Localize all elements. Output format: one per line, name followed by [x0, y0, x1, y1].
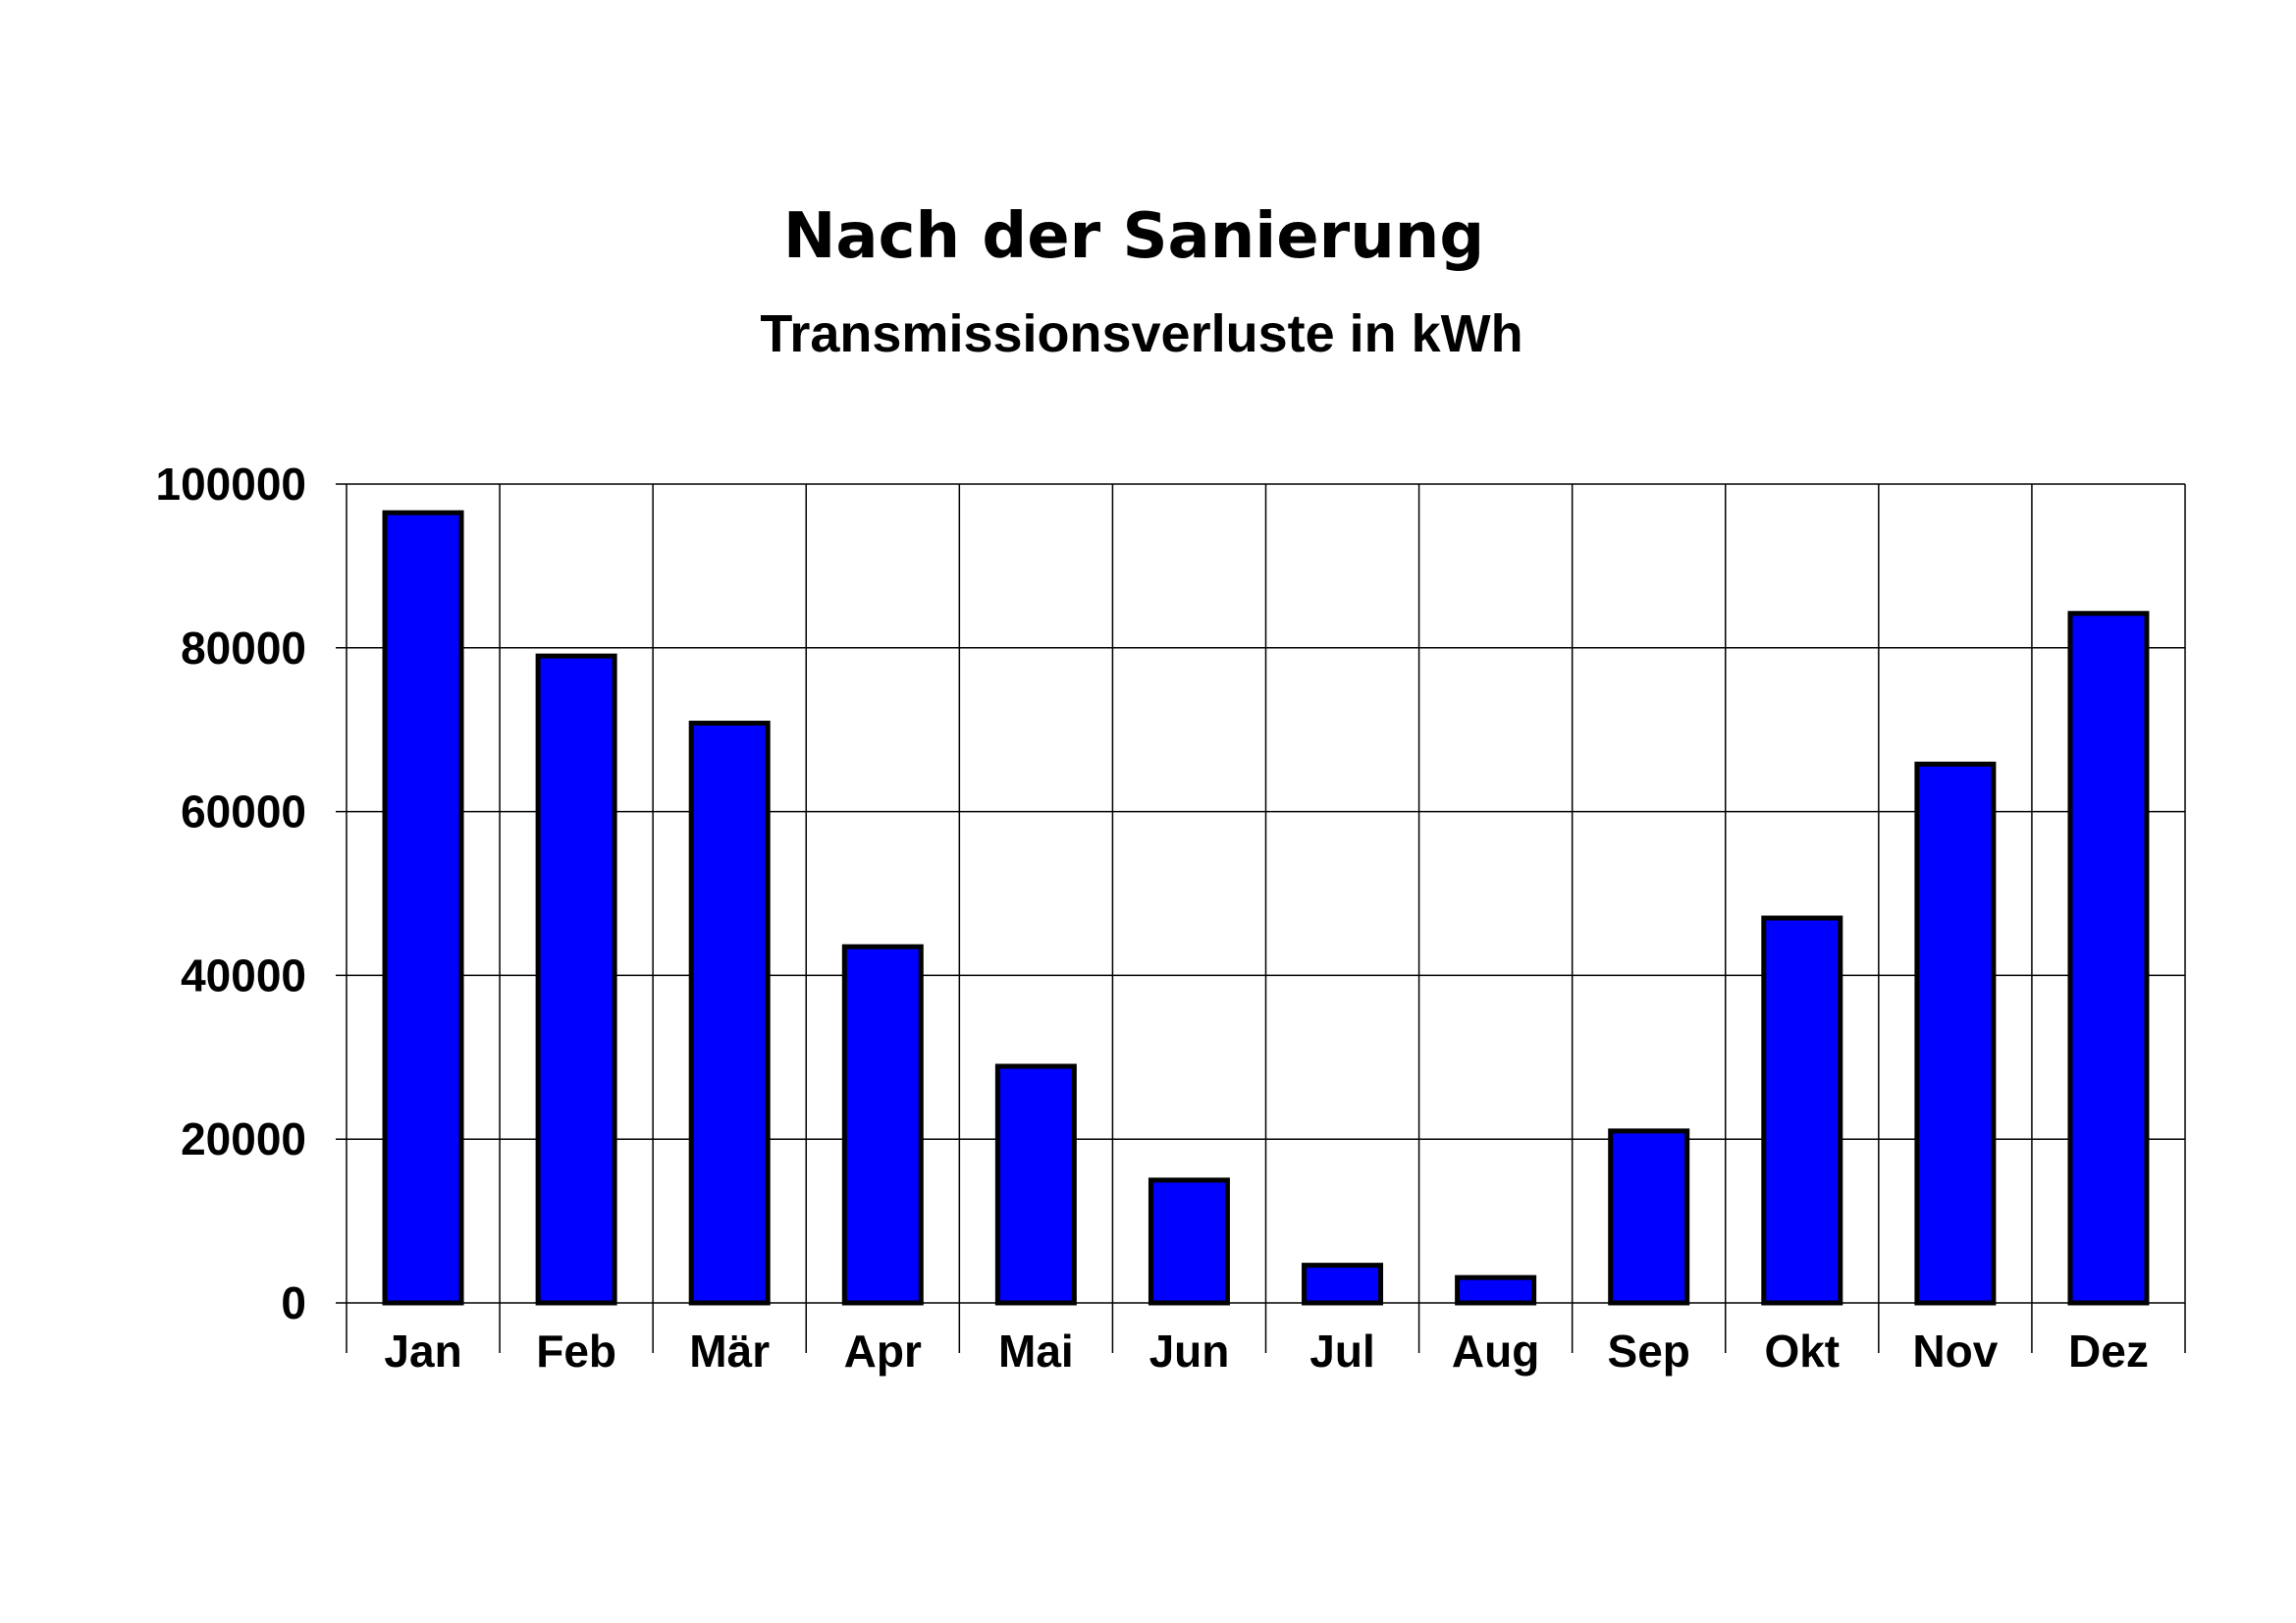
x-tick-label: Jan	[384, 1325, 461, 1377]
x-tick-label: Okt	[1764, 1325, 1840, 1377]
grid	[336, 483, 2186, 1353]
bar-sep	[1608, 1128, 1690, 1306]
chart-title: Nach der Sanierung	[783, 200, 1484, 273]
y-tick-label: 0	[281, 1277, 306, 1328]
x-tick-label: Mär	[689, 1325, 770, 1377]
bar-mai	[994, 1063, 1077, 1306]
bar-aug	[1455, 1274, 1537, 1306]
bar-okt	[1761, 915, 1843, 1306]
x-axis-tick-labels: Jan Feb Mär Apr Mai Jun Jul Aug Sep Okt Nov Dez	[384, 1325, 2148, 1377]
chart-subtitle: Transmissionsverluste in kWh	[760, 304, 1522, 363]
y-tick-label: 80000	[181, 622, 306, 674]
bar-mär	[688, 721, 771, 1306]
bar-apr	[841, 944, 924, 1306]
x-tick-label: Sep	[1608, 1325, 1690, 1377]
y-tick-label: 40000	[181, 949, 306, 1001]
x-tick-label: Feb	[536, 1325, 616, 1377]
y-axis-tick-labels: 0 20000 40000 60000 80000 100000	[156, 459, 307, 1328]
x-tick-label: Nov	[1912, 1325, 1998, 1377]
x-tick-label: Apr	[844, 1325, 922, 1377]
x-tick-label: Aug	[1452, 1325, 1539, 1377]
bar-nov	[1914, 761, 1997, 1306]
x-tick-label: Jul	[1309, 1325, 1374, 1377]
y-tick-label: 60000	[181, 786, 306, 838]
bars	[382, 510, 2150, 1306]
x-tick-label: Jun	[1149, 1325, 1230, 1377]
y-tick-label: 20000	[181, 1113, 306, 1164]
bar-jun	[1148, 1177, 1230, 1306]
x-tick-label: Dez	[2068, 1325, 2149, 1377]
bar-jul	[1302, 1263, 1384, 1306]
y-tick-label: 100000	[156, 459, 307, 510]
x-tick-label: Mai	[998, 1325, 1074, 1377]
bar-jan	[382, 510, 464, 1306]
bar-dez	[2067, 611, 2150, 1306]
bar-feb	[535, 653, 617, 1306]
